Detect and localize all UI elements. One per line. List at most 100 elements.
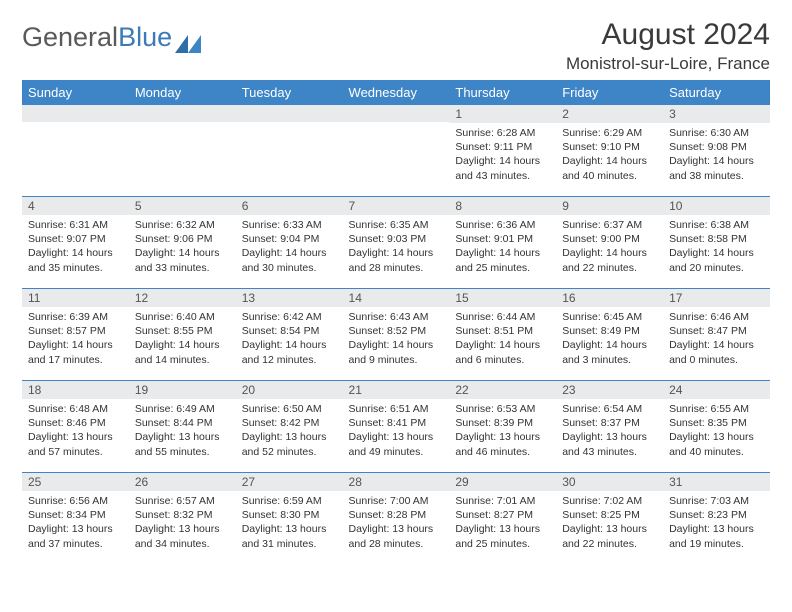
day-number xyxy=(129,105,236,122)
logo-icon xyxy=(175,29,201,47)
calendar-table: SundayMondayTuesdayWednesdayThursdayFrid… xyxy=(22,80,770,565)
calendar-day-cell: 14Sunrise: 6:43 AMSunset: 8:52 PMDayligh… xyxy=(343,289,450,381)
day-detail: Sunrise: 7:01 AMSunset: 8:27 PMDaylight:… xyxy=(449,491,556,555)
calendar-day-cell: 9Sunrise: 6:37 AMSunset: 9:00 PMDaylight… xyxy=(556,197,663,289)
day-detail xyxy=(129,122,236,129)
day-detail: Sunrise: 6:50 AMSunset: 8:42 PMDaylight:… xyxy=(236,399,343,463)
calendar-day-cell: 10Sunrise: 6:38 AMSunset: 8:58 PMDayligh… xyxy=(663,197,770,289)
day-number: 31 xyxy=(663,473,770,491)
calendar-day-cell: 13Sunrise: 6:42 AMSunset: 8:54 PMDayligh… xyxy=(236,289,343,381)
day-detail: Sunrise: 6:44 AMSunset: 8:51 PMDaylight:… xyxy=(449,307,556,371)
title-location: Monistrol-sur-Loire, France xyxy=(566,54,770,74)
calendar-day-cell: 11Sunrise: 6:39 AMSunset: 8:57 PMDayligh… xyxy=(22,289,129,381)
day-detail: Sunrise: 6:46 AMSunset: 8:47 PMDaylight:… xyxy=(663,307,770,371)
day-detail: Sunrise: 6:33 AMSunset: 9:04 PMDaylight:… xyxy=(236,215,343,279)
day-number xyxy=(22,105,129,122)
day-number: 23 xyxy=(556,381,663,399)
calendar-day-cell: 1Sunrise: 6:28 AMSunset: 9:11 PMDaylight… xyxy=(449,105,556,197)
day-number: 9 xyxy=(556,197,663,215)
day-detail: Sunrise: 6:30 AMSunset: 9:08 PMDaylight:… xyxy=(663,123,770,187)
day-detail: Sunrise: 7:00 AMSunset: 8:28 PMDaylight:… xyxy=(343,491,450,555)
calendar-day-cell: 28Sunrise: 7:00 AMSunset: 8:28 PMDayligh… xyxy=(343,473,450,565)
weekday-header: Wednesday xyxy=(343,81,450,105)
day-detail: Sunrise: 6:40 AMSunset: 8:55 PMDaylight:… xyxy=(129,307,236,371)
day-number: 17 xyxy=(663,289,770,307)
day-number: 3 xyxy=(663,105,770,123)
calendar-day-cell xyxy=(343,105,450,197)
calendar-day-cell: 27Sunrise: 6:59 AMSunset: 8:30 PMDayligh… xyxy=(236,473,343,565)
day-number: 25 xyxy=(22,473,129,491)
day-number: 18 xyxy=(22,381,129,399)
calendar-day-cell: 23Sunrise: 6:54 AMSunset: 8:37 PMDayligh… xyxy=(556,381,663,473)
calendar-week-row: 18Sunrise: 6:48 AMSunset: 8:46 PMDayligh… xyxy=(22,381,770,473)
calendar-page: GeneralBlue August 2024 Monistrol-sur-Lo… xyxy=(0,0,792,575)
day-number: 27 xyxy=(236,473,343,491)
logo: GeneralBlue xyxy=(22,22,201,53)
day-number: 19 xyxy=(129,381,236,399)
day-detail: Sunrise: 6:28 AMSunset: 9:11 PMDaylight:… xyxy=(449,123,556,187)
day-number: 2 xyxy=(556,105,663,123)
weekday-header: Sunday xyxy=(22,81,129,105)
day-number: 30 xyxy=(556,473,663,491)
calendar-day-cell: 22Sunrise: 6:53 AMSunset: 8:39 PMDayligh… xyxy=(449,381,556,473)
calendar-day-cell: 2Sunrise: 6:29 AMSunset: 9:10 PMDaylight… xyxy=(556,105,663,197)
day-detail: Sunrise: 6:53 AMSunset: 8:39 PMDaylight:… xyxy=(449,399,556,463)
day-detail: Sunrise: 6:49 AMSunset: 8:44 PMDaylight:… xyxy=(129,399,236,463)
calendar-day-cell: 4Sunrise: 6:31 AMSunset: 9:07 PMDaylight… xyxy=(22,197,129,289)
day-detail xyxy=(22,122,129,129)
calendar-day-cell: 20Sunrise: 6:50 AMSunset: 8:42 PMDayligh… xyxy=(236,381,343,473)
logo-text-1: General xyxy=(22,22,118,53)
day-detail xyxy=(236,122,343,129)
day-number xyxy=(343,105,450,122)
day-number: 28 xyxy=(343,473,450,491)
day-detail: Sunrise: 6:55 AMSunset: 8:35 PMDaylight:… xyxy=(663,399,770,463)
calendar-day-cell: 6Sunrise: 6:33 AMSunset: 9:04 PMDaylight… xyxy=(236,197,343,289)
calendar-week-row: 1Sunrise: 6:28 AMSunset: 9:11 PMDaylight… xyxy=(22,105,770,197)
calendar-day-cell: 8Sunrise: 6:36 AMSunset: 9:01 PMDaylight… xyxy=(449,197,556,289)
day-number: 20 xyxy=(236,381,343,399)
day-number xyxy=(236,105,343,122)
weekday-header: Tuesday xyxy=(236,81,343,105)
day-number: 10 xyxy=(663,197,770,215)
day-number: 8 xyxy=(449,197,556,215)
title-block: August 2024 Monistrol-sur-Loire, France xyxy=(566,18,770,74)
calendar-day-cell: 31Sunrise: 7:03 AMSunset: 8:23 PMDayligh… xyxy=(663,473,770,565)
calendar-day-cell: 30Sunrise: 7:02 AMSunset: 8:25 PMDayligh… xyxy=(556,473,663,565)
day-number: 12 xyxy=(129,289,236,307)
calendar-day-cell: 18Sunrise: 6:48 AMSunset: 8:46 PMDayligh… xyxy=(22,381,129,473)
day-number: 14 xyxy=(343,289,450,307)
calendar-day-cell: 24Sunrise: 6:55 AMSunset: 8:35 PMDayligh… xyxy=(663,381,770,473)
calendar-body: 1Sunrise: 6:28 AMSunset: 9:11 PMDaylight… xyxy=(22,105,770,565)
day-detail: Sunrise: 6:48 AMSunset: 8:46 PMDaylight:… xyxy=(22,399,129,463)
calendar-week-row: 4Sunrise: 6:31 AMSunset: 9:07 PMDaylight… xyxy=(22,197,770,289)
calendar-day-cell xyxy=(22,105,129,197)
calendar-day-cell: 15Sunrise: 6:44 AMSunset: 8:51 PMDayligh… xyxy=(449,289,556,381)
day-detail: Sunrise: 6:51 AMSunset: 8:41 PMDaylight:… xyxy=(343,399,450,463)
day-number: 6 xyxy=(236,197,343,215)
title-month: August 2024 xyxy=(566,18,770,52)
calendar-week-row: 11Sunrise: 6:39 AMSunset: 8:57 PMDayligh… xyxy=(22,289,770,381)
calendar-day-cell: 12Sunrise: 6:40 AMSunset: 8:55 PMDayligh… xyxy=(129,289,236,381)
calendar-day-cell xyxy=(236,105,343,197)
day-detail: Sunrise: 6:54 AMSunset: 8:37 PMDaylight:… xyxy=(556,399,663,463)
day-detail xyxy=(343,122,450,129)
day-detail: Sunrise: 6:59 AMSunset: 8:30 PMDaylight:… xyxy=(236,491,343,555)
weekday-header: Saturday xyxy=(663,81,770,105)
day-number: 16 xyxy=(556,289,663,307)
calendar-day-cell: 25Sunrise: 6:56 AMSunset: 8:34 PMDayligh… xyxy=(22,473,129,565)
day-detail: Sunrise: 7:02 AMSunset: 8:25 PMDaylight:… xyxy=(556,491,663,555)
day-detail: Sunrise: 6:39 AMSunset: 8:57 PMDaylight:… xyxy=(22,307,129,371)
weekday-header: Thursday xyxy=(449,81,556,105)
calendar-day-cell: 17Sunrise: 6:46 AMSunset: 8:47 PMDayligh… xyxy=(663,289,770,381)
weekday-header-row: SundayMondayTuesdayWednesdayThursdayFrid… xyxy=(22,81,770,105)
day-number: 15 xyxy=(449,289,556,307)
day-detail: Sunrise: 6:45 AMSunset: 8:49 PMDaylight:… xyxy=(556,307,663,371)
header: GeneralBlue August 2024 Monistrol-sur-Lo… xyxy=(22,18,770,74)
day-detail: Sunrise: 6:43 AMSunset: 8:52 PMDaylight:… xyxy=(343,307,450,371)
weekday-header: Friday xyxy=(556,81,663,105)
day-number: 22 xyxy=(449,381,556,399)
day-number: 21 xyxy=(343,381,450,399)
day-detail: Sunrise: 6:56 AMSunset: 8:34 PMDaylight:… xyxy=(22,491,129,555)
calendar-week-row: 25Sunrise: 6:56 AMSunset: 8:34 PMDayligh… xyxy=(22,473,770,565)
day-detail: Sunrise: 6:35 AMSunset: 9:03 PMDaylight:… xyxy=(343,215,450,279)
